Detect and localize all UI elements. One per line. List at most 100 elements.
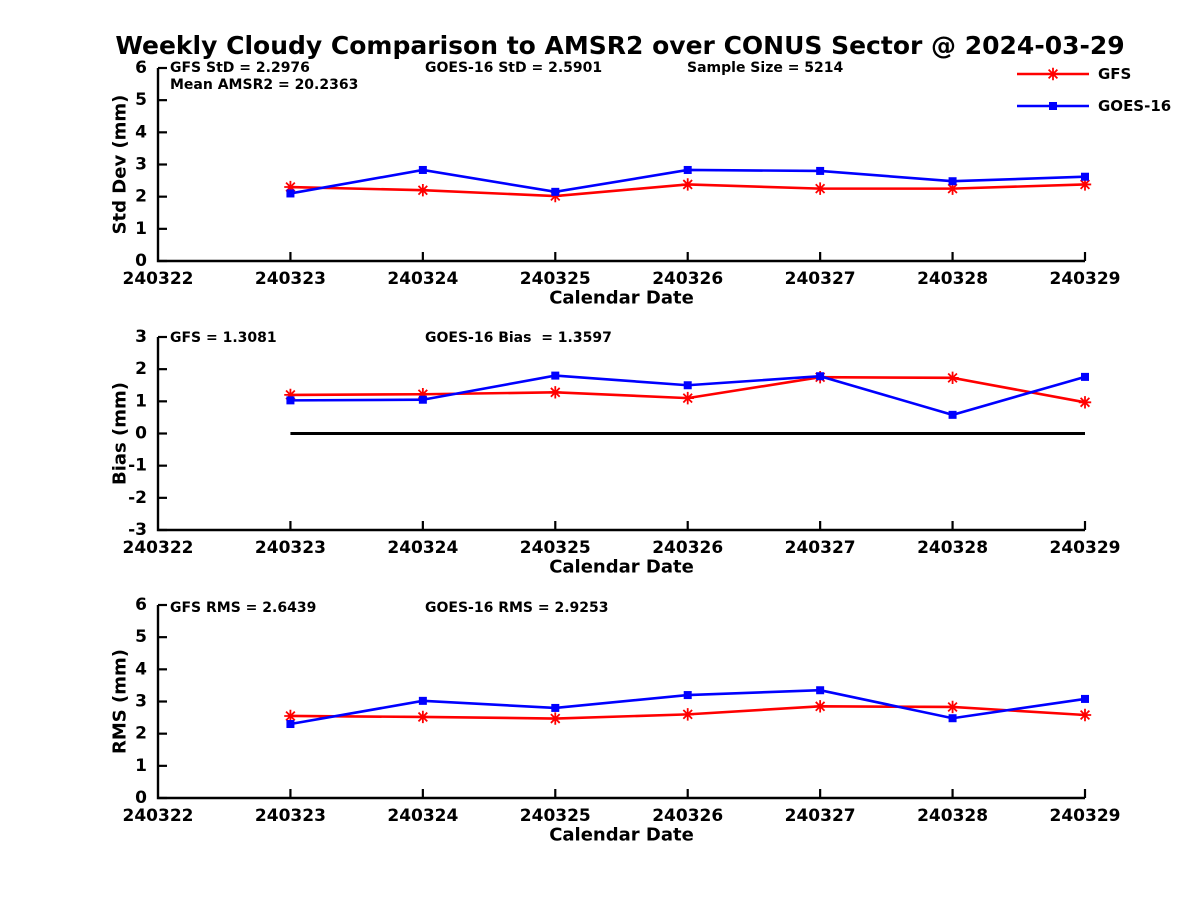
x-tick-label: 240327 xyxy=(785,269,856,289)
y-tick-label: 6 xyxy=(135,595,147,615)
goes-16-marker xyxy=(551,371,560,380)
y-tick-label: -1 xyxy=(128,456,147,476)
std-dev-subplot: 0 1 2 3 4 5 6 240322 240323 240324 240325 240326 240… xyxy=(110,58,1121,309)
y-axis-label: Bias (mm) xyxy=(110,382,131,485)
gfs-marker xyxy=(681,178,694,191)
bias-subplot: -3 -2 -1 0 1 2 3 240322 240323 240324 240325 240326… xyxy=(110,327,1121,578)
x-axis-label: Calendar Date xyxy=(549,825,694,846)
x-tick-label: 240325 xyxy=(520,806,591,826)
y-axis-label: RMS (mm) xyxy=(110,649,131,754)
goes-16-marker xyxy=(683,381,692,390)
gfs-marker xyxy=(284,180,297,194)
x-tick-label: 240326 xyxy=(652,538,723,558)
y-tick-label: 0 xyxy=(135,424,147,444)
gfs-marker xyxy=(681,391,694,405)
goes-16-marker xyxy=(551,187,560,196)
std-dev-annotation: Sample Size = 5214 xyxy=(687,60,844,76)
goes-16-marker xyxy=(683,691,692,700)
x-tick-label: 240328 xyxy=(917,269,988,289)
gfs-marker xyxy=(549,189,562,203)
x-tick-label: 240322 xyxy=(123,806,194,826)
y-axis-label: Std Dev (mm) xyxy=(110,95,131,235)
gfs-marker xyxy=(946,371,959,385)
rms-subplot: 0 1 2 3 4 5 6 240322 240323 240324 240325 240326 240… xyxy=(110,595,1121,846)
gfs-marker xyxy=(1078,178,1092,191)
gfs-marker xyxy=(416,710,430,724)
x-tick-label: 240327 xyxy=(785,538,856,558)
x-tick-label: 240329 xyxy=(1050,269,1121,289)
y-tick-label: 3 xyxy=(135,692,147,712)
goes-16-marker xyxy=(683,165,692,174)
y-tick-label: 2 xyxy=(135,724,147,744)
y-tick-label: 0 xyxy=(135,788,147,808)
gfs-marker xyxy=(284,709,297,723)
y-tick-label: 0 xyxy=(135,251,147,271)
goes-16-marker xyxy=(816,166,825,175)
asterisk-icon xyxy=(1017,67,1089,81)
y-tick-label: -3 xyxy=(128,520,147,540)
goes-16-marker xyxy=(1081,372,1089,381)
y-tick-label: 1 xyxy=(135,219,147,239)
gfs-marker xyxy=(284,388,297,402)
x-tick-label: 240329 xyxy=(1050,538,1121,558)
x-tick-label: 240323 xyxy=(255,806,326,826)
goes-16-marker xyxy=(418,165,427,174)
x-tick-label: 240324 xyxy=(387,806,458,826)
goes-16-marker xyxy=(1081,172,1089,181)
gfs-marker xyxy=(416,388,430,401)
bias-annotation: GOES-16 Bias = 1.3597 xyxy=(425,330,612,346)
axes-spines xyxy=(156,68,1085,263)
gfs-marker xyxy=(813,700,827,713)
gfs-marker xyxy=(549,712,562,725)
legend-item-label: GFS xyxy=(1098,65,1132,83)
goes-16-marker xyxy=(948,177,957,186)
legend-item-goes-16: GOES-16 xyxy=(1016,96,1171,116)
gfs-marker xyxy=(813,182,827,195)
std-dev-annotation: GOES-16 StD = 2.5901 xyxy=(425,60,602,76)
x-tick-label: 240326 xyxy=(652,806,723,826)
legend-asterisk-marker xyxy=(1046,67,1060,81)
y-tick-label: 2 xyxy=(135,359,147,379)
x-tick-label: 240326 xyxy=(652,269,723,289)
bias-annotation: GFS = 1.3081 xyxy=(170,330,277,346)
rms-annotation: GOES-16 RMS = 2.9253 xyxy=(425,600,609,616)
rms-annotation: GFS RMS = 2.6439 xyxy=(170,600,316,616)
gfs-marker xyxy=(1078,708,1092,722)
x-axis-label: Calendar Date xyxy=(549,557,694,578)
gfs-marker xyxy=(946,700,959,714)
x-tick-label: 240327 xyxy=(785,806,856,826)
gfs-marker xyxy=(416,184,430,197)
goes-16-marker xyxy=(418,395,427,404)
legend-square-marker xyxy=(1049,102,1057,110)
y-tick-label: 5 xyxy=(135,627,147,647)
y-tick-label: 6 xyxy=(135,58,147,78)
x-tick-label: 240322 xyxy=(123,538,194,558)
std-dev-annotation: Mean AMSR2 = 20.2363 xyxy=(170,77,358,93)
goes-16-marker xyxy=(286,396,295,405)
legend-item-label: GOES-16 xyxy=(1098,97,1172,115)
x-tick-label: 240328 xyxy=(917,538,988,558)
goes-16-marker xyxy=(286,189,295,198)
x-tick-label: 240323 xyxy=(255,269,326,289)
x-tick-label: 240323 xyxy=(255,538,326,558)
y-tick-label: -2 xyxy=(128,488,147,508)
goes-16-marker xyxy=(1081,694,1089,703)
figure-title: Weekly Cloudy Comparison to AMSR2 over C… xyxy=(115,31,1125,60)
x-tick-label: 240322 xyxy=(123,269,194,289)
x-tick-label: 240325 xyxy=(520,269,591,289)
goes-16-marker xyxy=(551,703,560,712)
goes-16-marker xyxy=(286,720,295,729)
legend: GFS GOES-16 xyxy=(1016,64,1171,128)
y-tick-label: 3 xyxy=(135,155,147,175)
x-axis-label: Calendar Date xyxy=(549,288,694,309)
x-tick-label: 240329 xyxy=(1050,806,1121,826)
y-tick-label: 5 xyxy=(135,90,147,110)
square-icon xyxy=(1017,102,1089,110)
y-tick-label: 1 xyxy=(135,756,147,776)
x-tick-label: 240324 xyxy=(387,538,458,558)
x-tick-label: 240328 xyxy=(917,806,988,826)
y-tick-label: 3 xyxy=(135,327,147,347)
gfs-marker xyxy=(681,708,694,721)
